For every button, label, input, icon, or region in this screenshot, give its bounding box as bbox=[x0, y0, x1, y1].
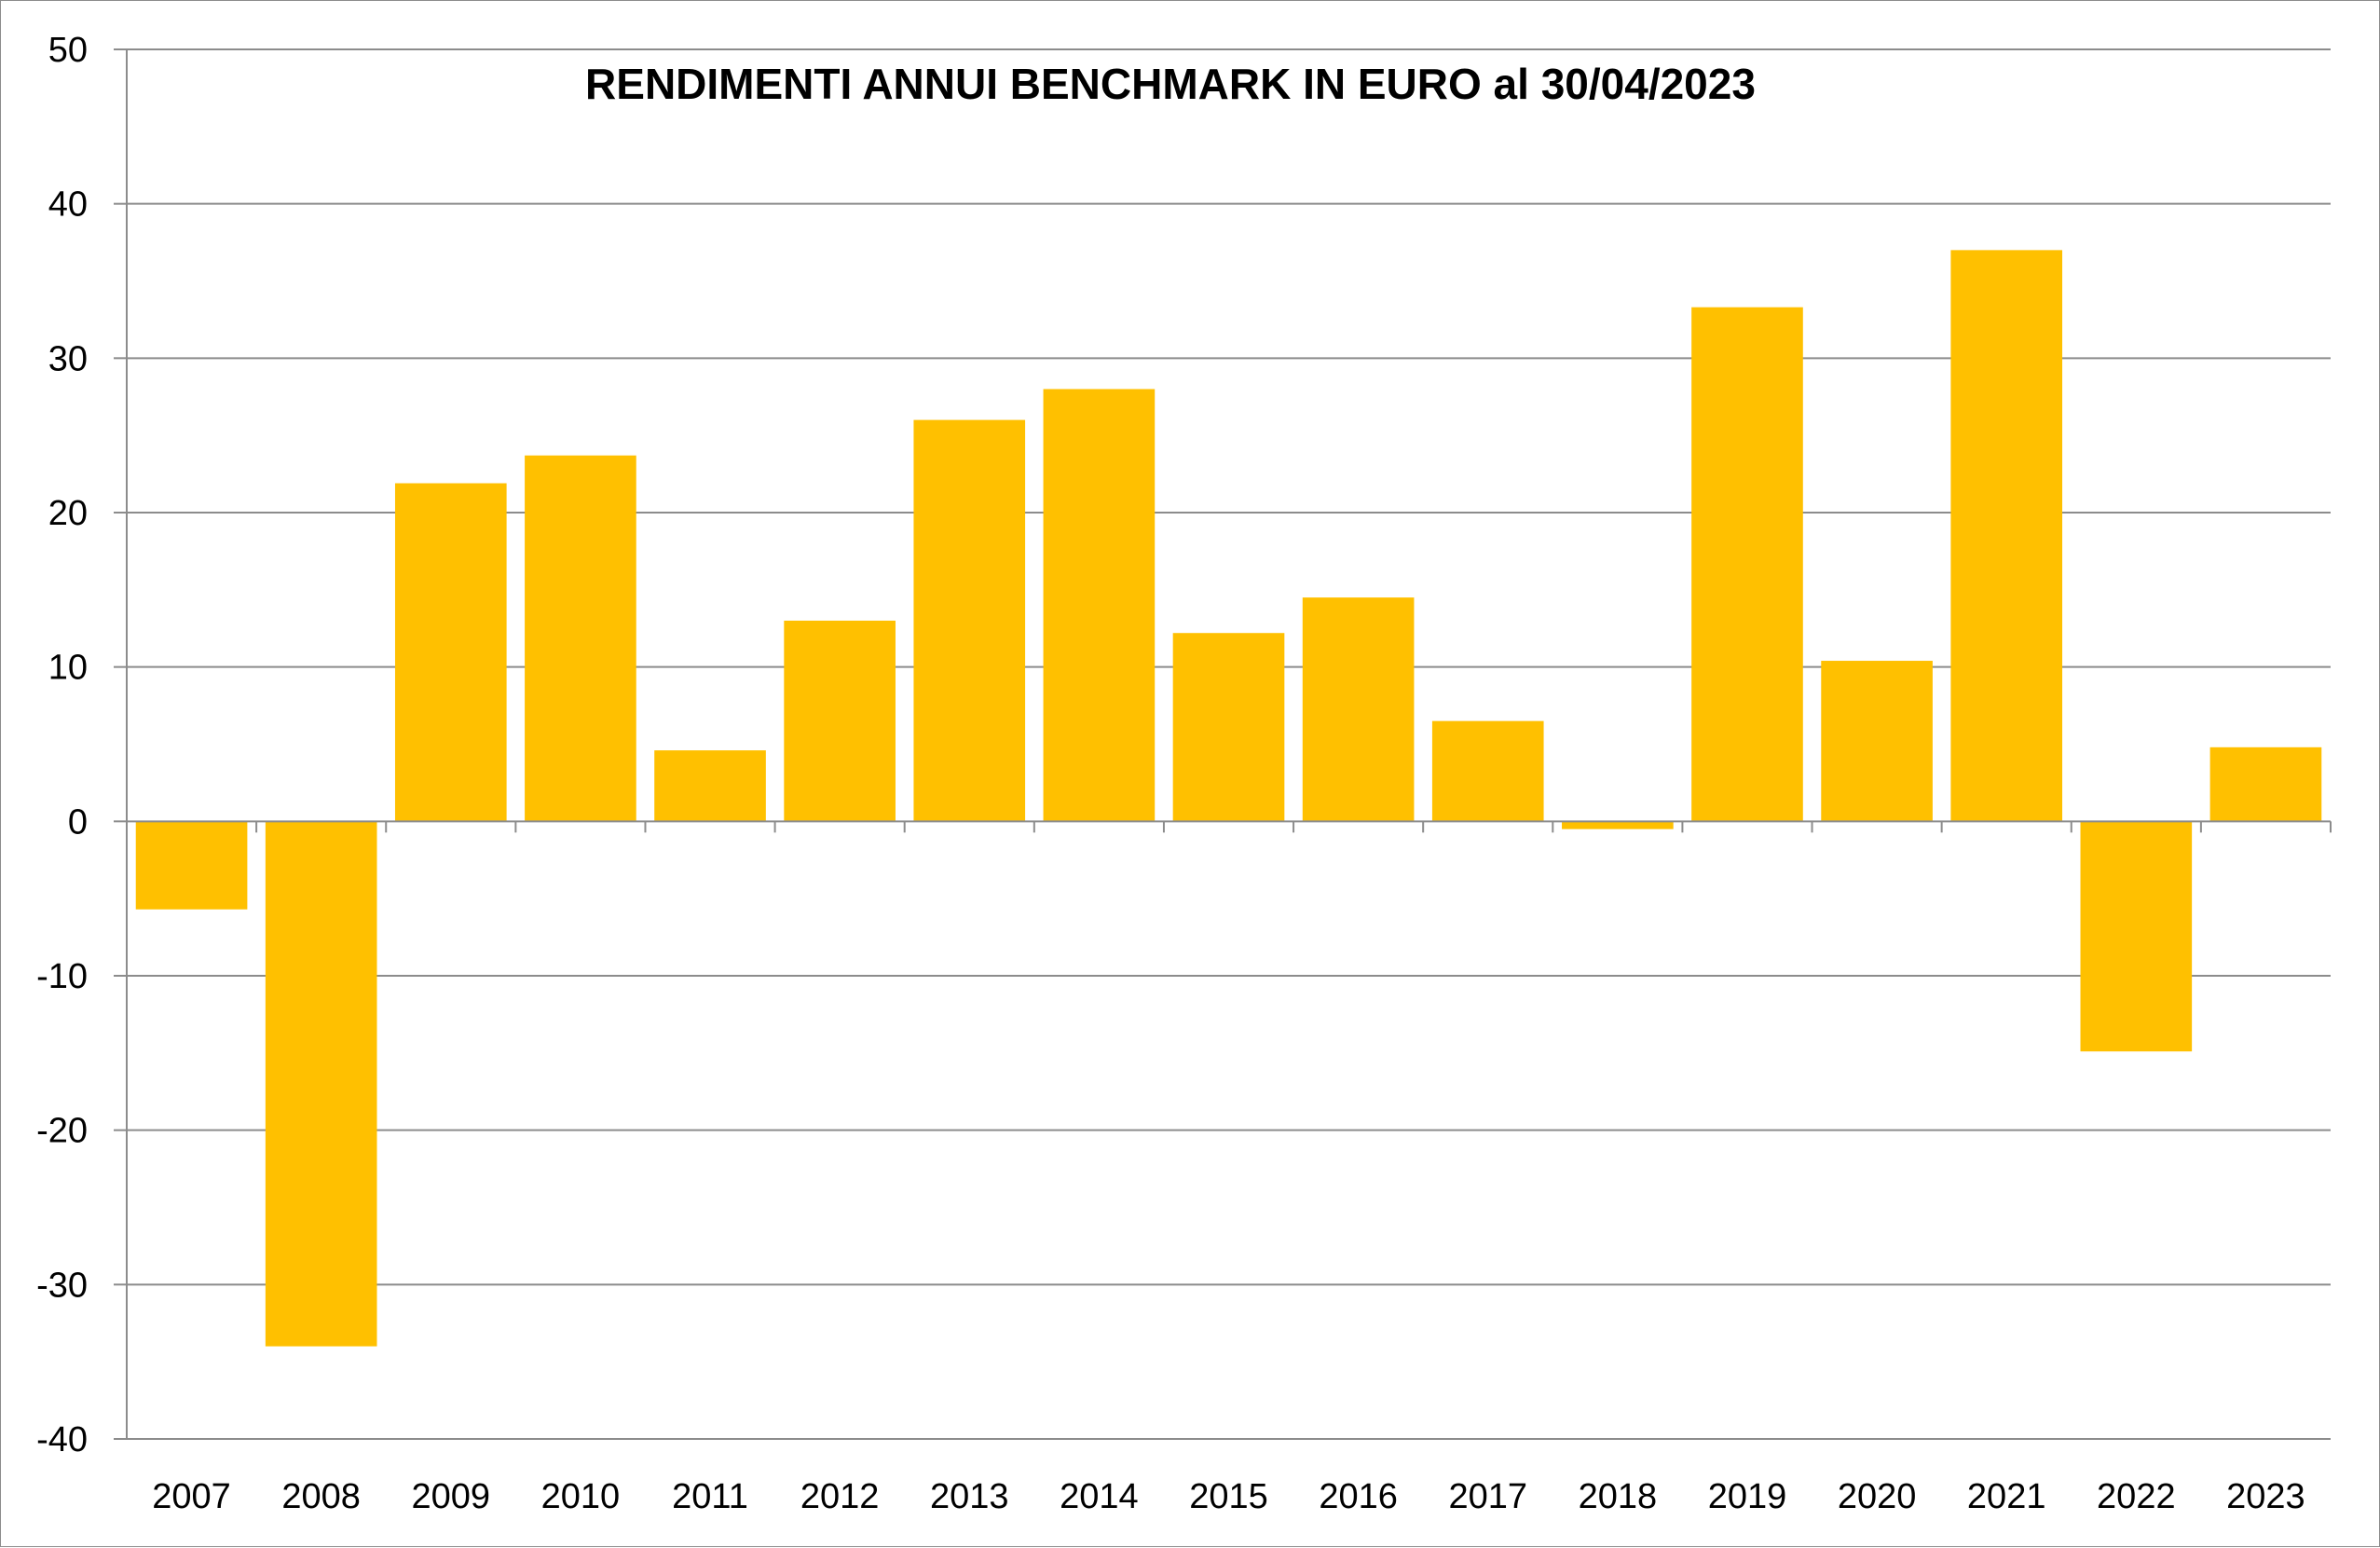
x-tick-label: 2014 bbox=[1060, 1477, 1139, 1516]
x-tick-label: 2010 bbox=[541, 1477, 621, 1516]
x-tick-label: 2020 bbox=[1838, 1477, 1917, 1516]
bar-2015 bbox=[1172, 633, 1285, 822]
bar-2014 bbox=[1043, 389, 1156, 822]
bar-2013 bbox=[913, 419, 1026, 822]
y-tick-label: 20 bbox=[48, 494, 88, 533]
y-tick-label: -40 bbox=[36, 1420, 88, 1459]
x-tick-label: 2008 bbox=[281, 1477, 361, 1516]
y-tick-label: 50 bbox=[48, 31, 88, 70]
x-tick-label: 2018 bbox=[1579, 1477, 1658, 1516]
x-tick-labels: 2007 2008 2009 2010 2011 2012 2013 2014 2015 2016… bbox=[152, 1477, 2305, 1516]
chart-title: RENDIMENTI ANNUI BENCHMARK IN EURO al 30… bbox=[585, 60, 1756, 108]
bar-2012 bbox=[784, 620, 896, 822]
x-tick-label: 2019 bbox=[1708, 1477, 1787, 1516]
bar-2021 bbox=[1950, 250, 2063, 822]
x-tick-label: 2007 bbox=[152, 1477, 231, 1516]
x-tick-label: 2017 bbox=[1448, 1477, 1527, 1516]
x-tick-label: 2016 bbox=[1319, 1477, 1398, 1516]
x-tick-label: 2023 bbox=[2226, 1477, 2305, 1516]
y-tick-label: 30 bbox=[48, 339, 88, 378]
x-tick-label: 2011 bbox=[672, 1477, 748, 1516]
bar-2016 bbox=[1302, 597, 1415, 822]
y-tick-label: -20 bbox=[36, 1112, 88, 1151]
x-tick-label: 2012 bbox=[800, 1477, 880, 1516]
bar-2022 bbox=[2080, 821, 2193, 1052]
bar-2008 bbox=[265, 821, 377, 1347]
bar-2017 bbox=[1431, 720, 1544, 822]
bar-2019 bbox=[1691, 307, 1803, 822]
y-tick-label: 0 bbox=[68, 802, 88, 842]
x-tick-label: 2013 bbox=[930, 1477, 1009, 1516]
y-tick-label: -30 bbox=[36, 1266, 88, 1305]
bar-2007 bbox=[135, 821, 248, 910]
bars bbox=[135, 250, 2322, 1347]
bar-2020 bbox=[1821, 661, 1933, 822]
y-tick-labels: 50 40 30 20 10 0 -10 -20 -30 -40 bbox=[36, 31, 88, 1459]
y-tick-label: 10 bbox=[48, 649, 88, 688]
x-tick-label: 2021 bbox=[1967, 1477, 2046, 1516]
x-tick-label: 2009 bbox=[412, 1477, 491, 1516]
x-tick-label: 2022 bbox=[2097, 1477, 2176, 1516]
bar-2011 bbox=[654, 750, 766, 822]
bar-2010 bbox=[525, 455, 636, 822]
axes bbox=[114, 48, 2332, 1440]
x-tick-label: 2015 bbox=[1189, 1477, 1268, 1516]
bar-2018 bbox=[1562, 821, 1674, 829]
y-tick-label: 40 bbox=[48, 185, 88, 225]
bar-2023 bbox=[2209, 747, 2322, 822]
y-tick-label: -10 bbox=[36, 957, 88, 996]
bar-2009 bbox=[394, 483, 507, 822]
